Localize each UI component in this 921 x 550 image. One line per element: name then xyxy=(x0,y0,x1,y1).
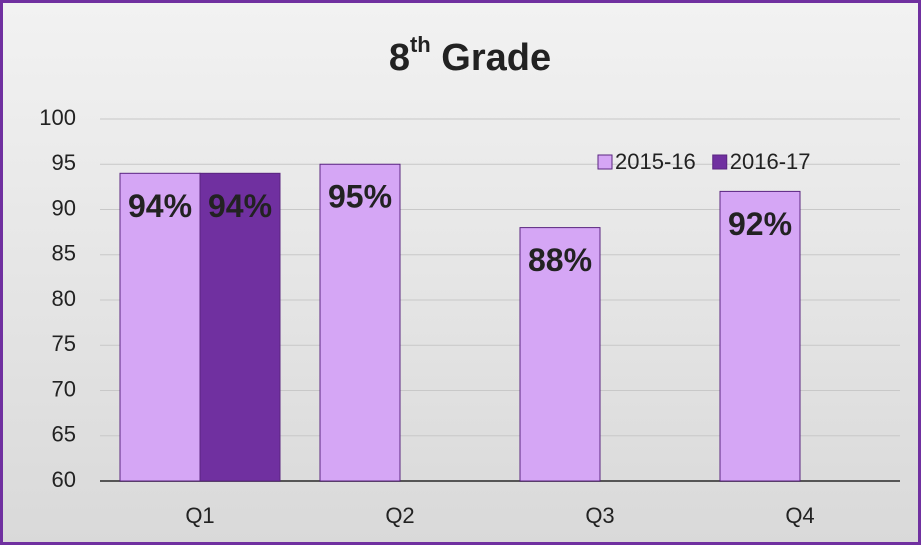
x-tick-label: Q2 xyxy=(385,503,414,528)
x-tick-label: Q3 xyxy=(585,503,614,528)
y-tick-label: 100 xyxy=(39,105,76,130)
bar xyxy=(199,172,281,482)
legend-label: 2015-16 xyxy=(615,149,696,174)
legend-label: 2016-17 xyxy=(730,149,811,174)
data-label: 94% xyxy=(208,188,272,224)
bar xyxy=(319,163,401,482)
bar xyxy=(519,227,601,482)
y-tick-label: 90 xyxy=(52,195,76,220)
y-tick-label: 65 xyxy=(52,422,76,447)
y-tick-label: 80 xyxy=(52,286,76,311)
x-tick-label: Q4 xyxy=(785,503,814,528)
bar xyxy=(719,190,801,482)
y-tick-label: 95 xyxy=(52,150,76,175)
data-label: 94% xyxy=(128,188,192,224)
data-label: 95% xyxy=(328,179,392,215)
legend-swatch xyxy=(597,154,613,170)
legend-swatch xyxy=(712,154,728,170)
data-label: 92% xyxy=(728,206,792,242)
title-sup: th xyxy=(410,32,431,57)
y-tick-label: 70 xyxy=(52,376,76,401)
y-tick-label: 85 xyxy=(52,241,76,266)
y-tick-label: 60 xyxy=(52,467,76,492)
y-tick-label: 75 xyxy=(52,331,76,356)
data-label: 88% xyxy=(528,242,592,278)
chart-title: 8th Grade xyxy=(389,32,551,79)
bar xyxy=(119,172,201,482)
title-rest: Grade xyxy=(431,37,551,79)
x-tick-label: Q1 xyxy=(185,503,214,528)
title-base: 8 xyxy=(389,37,410,79)
